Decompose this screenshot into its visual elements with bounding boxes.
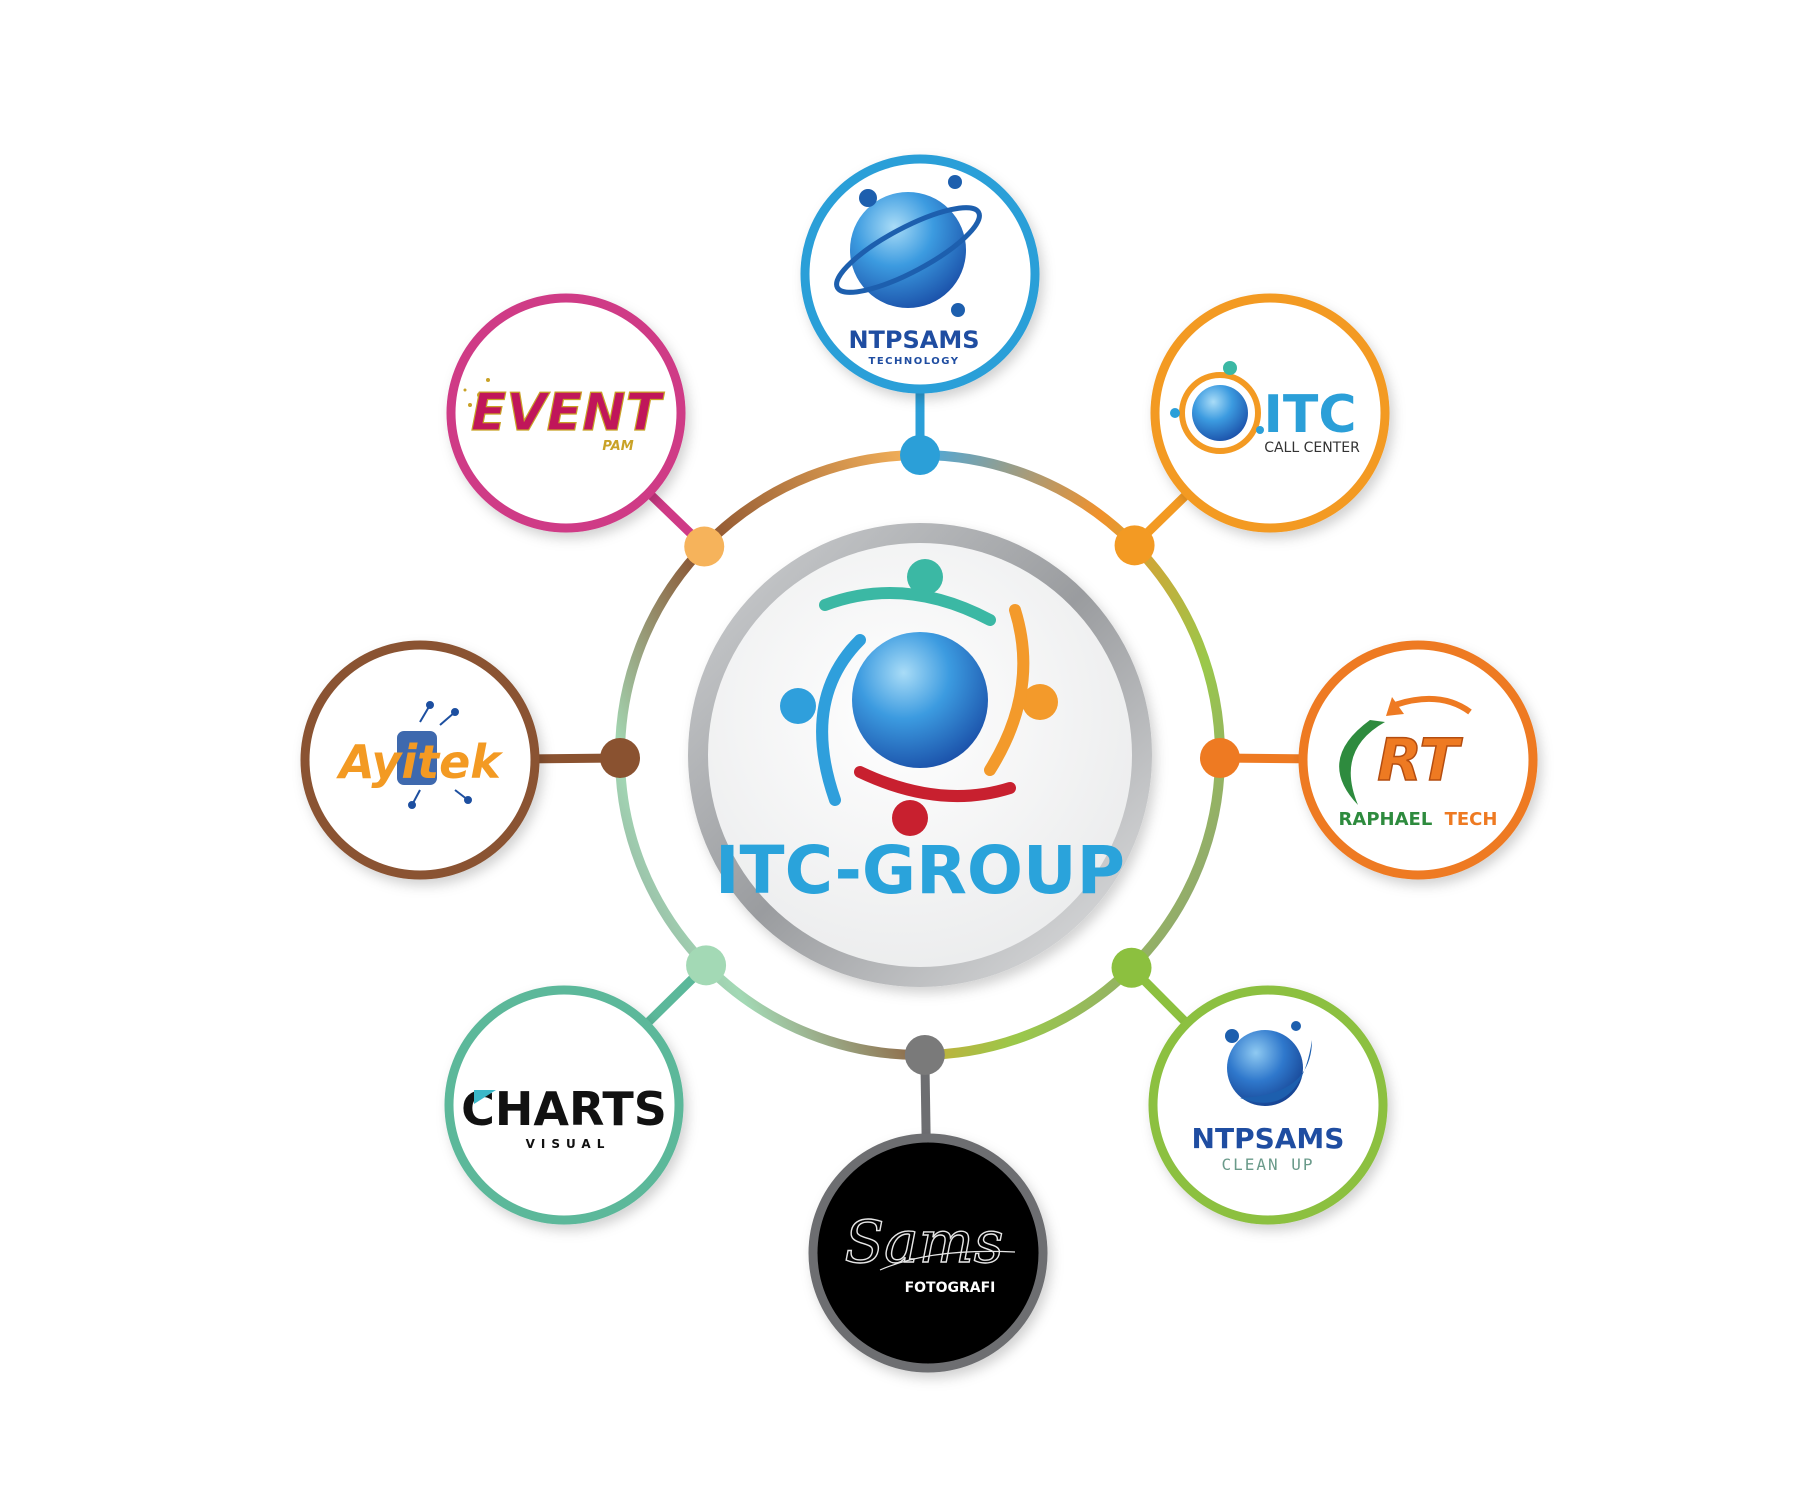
ring-dot-sams-fotografi [904,1034,945,1075]
hub-title: ITC-GROUP [715,832,1125,909]
raphael-swoosh-icon [1339,720,1385,805]
hub-arc-blue [816,634,866,806]
node-raphael-tech[interactable]: RT RAPHAEL TECH [1298,640,1538,880]
company-nodes: NTPSAMS TECHNOLOGY ITC CALL CENTER RT RA… [300,154,1538,1373]
hub-person-blue [780,688,816,724]
node-title: ITC [1264,385,1357,445]
fotografi-signature: Sams [844,1208,1003,1276]
node-title: RAPHAEL TECH [1339,809,1498,830]
node-subtitle: VISUAL [526,1137,611,1151]
ntpsams-globe-icon [850,192,966,308]
node-ntpsams-technology[interactable]: NTPSAMS TECHNOLOGY [800,154,1040,394]
node-subtitle: PAM [602,439,633,454]
node-title-part2: TECH [1445,809,1498,830]
node-title: Ayitek [336,735,503,789]
node-title: NTPSAMS [1192,1122,1345,1155]
node-charts-visual[interactable]: CHARTS VISUAL [444,985,684,1225]
node-subtitle: FOTOGRAFI [905,1280,996,1296]
ring-dot-itc-call-center [1114,525,1155,566]
cleanup-globe-icon [1227,1030,1303,1106]
hub-person-teal [907,559,943,595]
hub-arc-red [854,766,1016,803]
ring-dot-event-pam [684,526,725,567]
node-sams-fotografi[interactable]: Sams FOTOGRAFI [808,1133,1048,1373]
hub-logo: ITC-GROUP [715,559,1125,909]
node-subtitle: CALL CENTER [1264,440,1360,456]
node-subtitle: TECHNOLOGY [869,356,960,367]
ring-dot-charts-visual [686,945,727,986]
node-title: CHARTS [461,1082,667,1136]
ring-dots [600,435,1240,1075]
ring-dot-ntpsams-clean-up [1111,947,1152,988]
hub-globe [852,632,988,768]
ayitek-circuit-icon [397,701,472,809]
node-event-pam[interactable]: EVENT PAM [446,293,686,533]
charts-accent-icon [474,1090,496,1104]
raphael-arrow-icon [1394,695,1472,715]
ring-dot-ntpsams-technology [900,435,940,475]
ring-dot-raphael-tech [1199,738,1240,779]
node-ayitek[interactable]: Ayitek [300,640,540,880]
ring-dot-ayitek [600,737,641,778]
hub-person-red [892,800,928,836]
hub-arc-teal [819,587,996,626]
itc-headset-ring-icon [1179,372,1261,454]
cleanup-swoosh-icon [1240,1040,1312,1103]
hub-arc-orange [984,604,1030,776]
ntpsams-orbit-icon [834,205,982,295]
event-sparkle-icon [463,378,490,420]
itc-globe-icon [1192,385,1248,441]
node-title-part1: RAPHAEL [1339,809,1433,830]
node-ntpsams-clean-up[interactable]: NTPSAMS CLEAN UP [1148,985,1388,1225]
node-subtitle: CLEAN UP [1221,1155,1314,1174]
node-title: NTPSAMS [848,326,979,354]
node-itc-call-center[interactable]: ITC CALL CENTER [1150,293,1390,533]
node-title: EVENT [471,383,665,443]
raphael-logo-letters: RT [1377,726,1463,794]
hub-person-orange [1022,684,1058,720]
